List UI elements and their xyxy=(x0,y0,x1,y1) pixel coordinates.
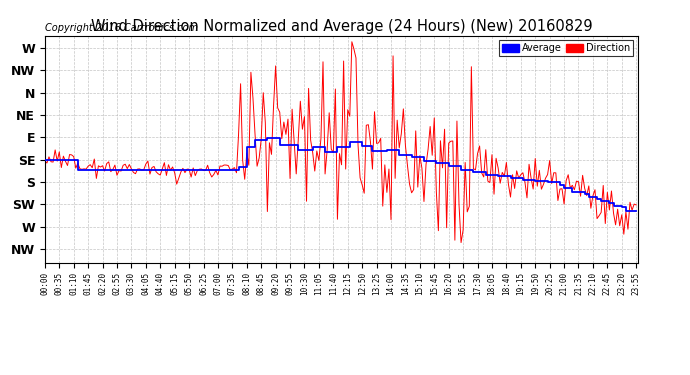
Legend: Average, Direction: Average, Direction xyxy=(499,40,633,56)
Text: Copyright 2016 Cartronics.com: Copyright 2016 Cartronics.com xyxy=(45,23,198,33)
Title: Wind Direction Normalized and Average (24 Hours) (New) 20160829: Wind Direction Normalized and Average (2… xyxy=(91,20,592,34)
